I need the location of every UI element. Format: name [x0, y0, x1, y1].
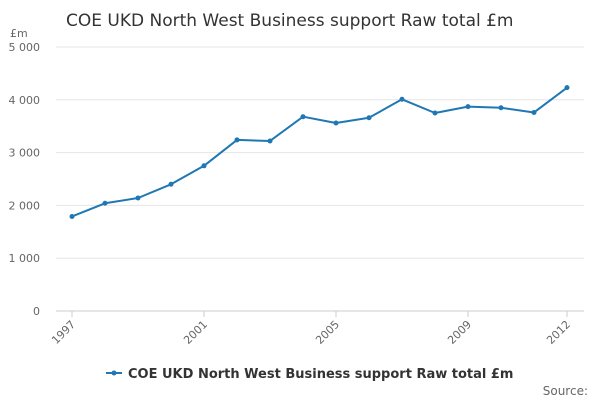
x-tick-label: 2005: [313, 318, 342, 347]
data-point[interactable]: [531, 109, 537, 115]
legend-label: COE UKD North West Business support Raw …: [128, 367, 513, 382]
y-axis-ticks: 0 1 000 2 000 3 000 4 000 5 000: [9, 41, 41, 318]
y-tick-label: 3 000: [9, 147, 41, 160]
data-point[interactable]: [201, 163, 207, 169]
chart-title: COE UKD North West Business support Raw …: [66, 11, 514, 31]
data-point[interactable]: [432, 110, 438, 116]
y-tick-label: 4 000: [9, 94, 41, 107]
data-point[interactable]: [168, 181, 174, 187]
legend-marker-icon: [111, 370, 117, 376]
data-point[interactable]: [399, 96, 405, 102]
y-axis-unit-label: £m: [10, 27, 28, 40]
data-point[interactable]: [135, 195, 141, 201]
x-tick-label: 2012: [544, 318, 573, 347]
y-tick-label: 1 000: [9, 252, 41, 265]
x-tick-label: 2001: [181, 318, 210, 347]
data-point[interactable]: [69, 213, 75, 219]
data-point[interactable]: [300, 114, 306, 120]
x-tick-label: 1997: [49, 318, 78, 347]
data-point[interactable]: [465, 104, 471, 110]
grid-lines: [56, 46, 584, 312]
data-point[interactable]: [564, 85, 570, 91]
data-point[interactable]: [366, 115, 372, 121]
data-point[interactable]: [333, 120, 339, 126]
x-axis-ticks: 1997 2001 2005 2009 2012: [49, 311, 573, 347]
data-point[interactable]: [102, 200, 108, 206]
legend[interactable]: COE UKD North West Business support Raw …: [106, 367, 513, 382]
series-layer: [69, 85, 570, 219]
data-point[interactable]: [234, 137, 240, 143]
x-tick-label: 2009: [445, 318, 474, 347]
source-label: Source:: [543, 384, 588, 398]
y-tick-label: 5 000: [9, 41, 41, 54]
data-point[interactable]: [498, 105, 504, 111]
y-tick-label: 2 000: [9, 199, 41, 212]
series-line[interactable]: [71, 86, 568, 218]
data-point[interactable]: [267, 138, 273, 144]
y-tick-label: 0: [33, 305, 40, 318]
